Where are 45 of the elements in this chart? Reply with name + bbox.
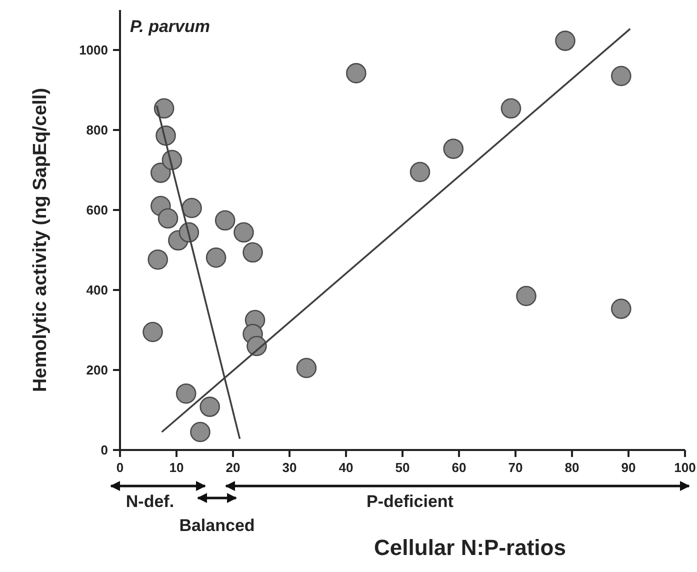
y-tick-label: 200 [86, 362, 108, 378]
point [150, 162, 171, 183]
point [516, 286, 536, 306]
point [555, 30, 576, 51]
point [190, 422, 210, 442]
x-tick-label: 30 [282, 460, 297, 475]
point [296, 358, 317, 378]
x-axis-title: Cellular N:P-ratios [374, 535, 566, 560]
point [154, 98, 174, 119]
point [142, 322, 163, 342]
x-tick-label: 80 [564, 460, 580, 475]
y-tick-label: 800 [86, 122, 108, 138]
x-tick-label: 100 [674, 460, 696, 475]
x-tick-label: 10 [169, 460, 184, 475]
point [234, 222, 254, 243]
point [206, 247, 226, 268]
x-tick-label: 90 [621, 460, 636, 475]
x-tick-label: 70 [508, 460, 523, 475]
y-axis-title: Hemolytic activity (ng SapEq/cell) [30, 88, 51, 392]
point [410, 162, 430, 182]
chart-title: P. parvum [130, 17, 210, 36]
x-tick-label: 60 [452, 460, 466, 475]
x-tick-label: 0 [116, 460, 124, 475]
y-tick-label: 0 [100, 442, 108, 458]
point [242, 242, 263, 263]
point [500, 98, 522, 119]
point [443, 138, 464, 159]
point [214, 210, 236, 231]
y-tick-label: 600 [86, 202, 108, 218]
point [182, 198, 202, 218]
y-tick-label: 400 [86, 282, 108, 298]
x-tick-label: 40 [338, 460, 354, 475]
text: P-deficient [366, 492, 454, 511]
point [346, 63, 366, 84]
x-tick-label: 20 [226, 460, 240, 475]
y-tick-label: 1000 [79, 42, 108, 58]
point [148, 249, 168, 270]
point [611, 298, 632, 319]
point [158, 208, 178, 229]
text: Balanced [179, 516, 255, 535]
point [611, 66, 632, 86]
point [200, 396, 220, 417]
point [176, 383, 196, 404]
x-tick-label: 50 [395, 460, 410, 475]
text: N-def. [126, 492, 174, 511]
